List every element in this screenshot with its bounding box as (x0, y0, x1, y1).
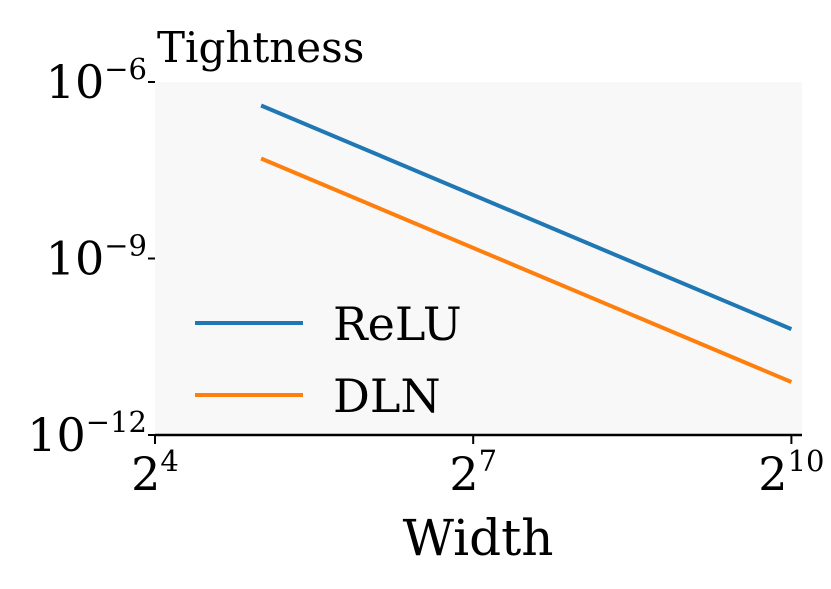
legend: ReLU DLN (195, 297, 462, 423)
y-tick-label-exponent: −9 (104, 229, 147, 263)
series-line-relu (260, 103, 793, 331)
x-tick-label-base: 2 (758, 447, 787, 501)
plot-background (155, 82, 802, 435)
x-tick-label: 24 (131, 444, 179, 501)
x-tick-label: 210 (758, 444, 824, 501)
y-tick-label-base: 10 (27, 408, 86, 462)
x-tick-label-base: 2 (449, 447, 478, 501)
y-tick-label: 10−6 (46, 52, 147, 109)
y-ticks: 10−610−910−12 (27, 52, 155, 462)
x-tick-label-base: 2 (131, 447, 160, 501)
chart-title: Tightness (157, 23, 364, 72)
x-ticks: 24 27 210 (131, 435, 824, 501)
y-tick-label-exponent: −12 (86, 405, 147, 439)
series-lines (260, 103, 793, 384)
x-tick-label: 27 (449, 444, 497, 501)
series-line-dln (260, 156, 793, 384)
y-tick-label-exponent: −6 (104, 52, 147, 86)
x-axis-label: Width (403, 509, 554, 567)
legend-label-dln: DLN (333, 369, 441, 423)
x-tick-label-exponent: 10 (788, 444, 825, 478)
y-tick-label: 10−12 (27, 405, 147, 462)
y-tick-label: 10−9 (46, 229, 147, 286)
y-tick-label-base: 10 (46, 55, 105, 109)
legend-label-relu: ReLU (333, 297, 462, 351)
x-tick-label-exponent: 4 (160, 444, 178, 478)
x-tick-label-exponent: 7 (479, 444, 497, 478)
y-tick-label-base: 10 (46, 232, 105, 286)
